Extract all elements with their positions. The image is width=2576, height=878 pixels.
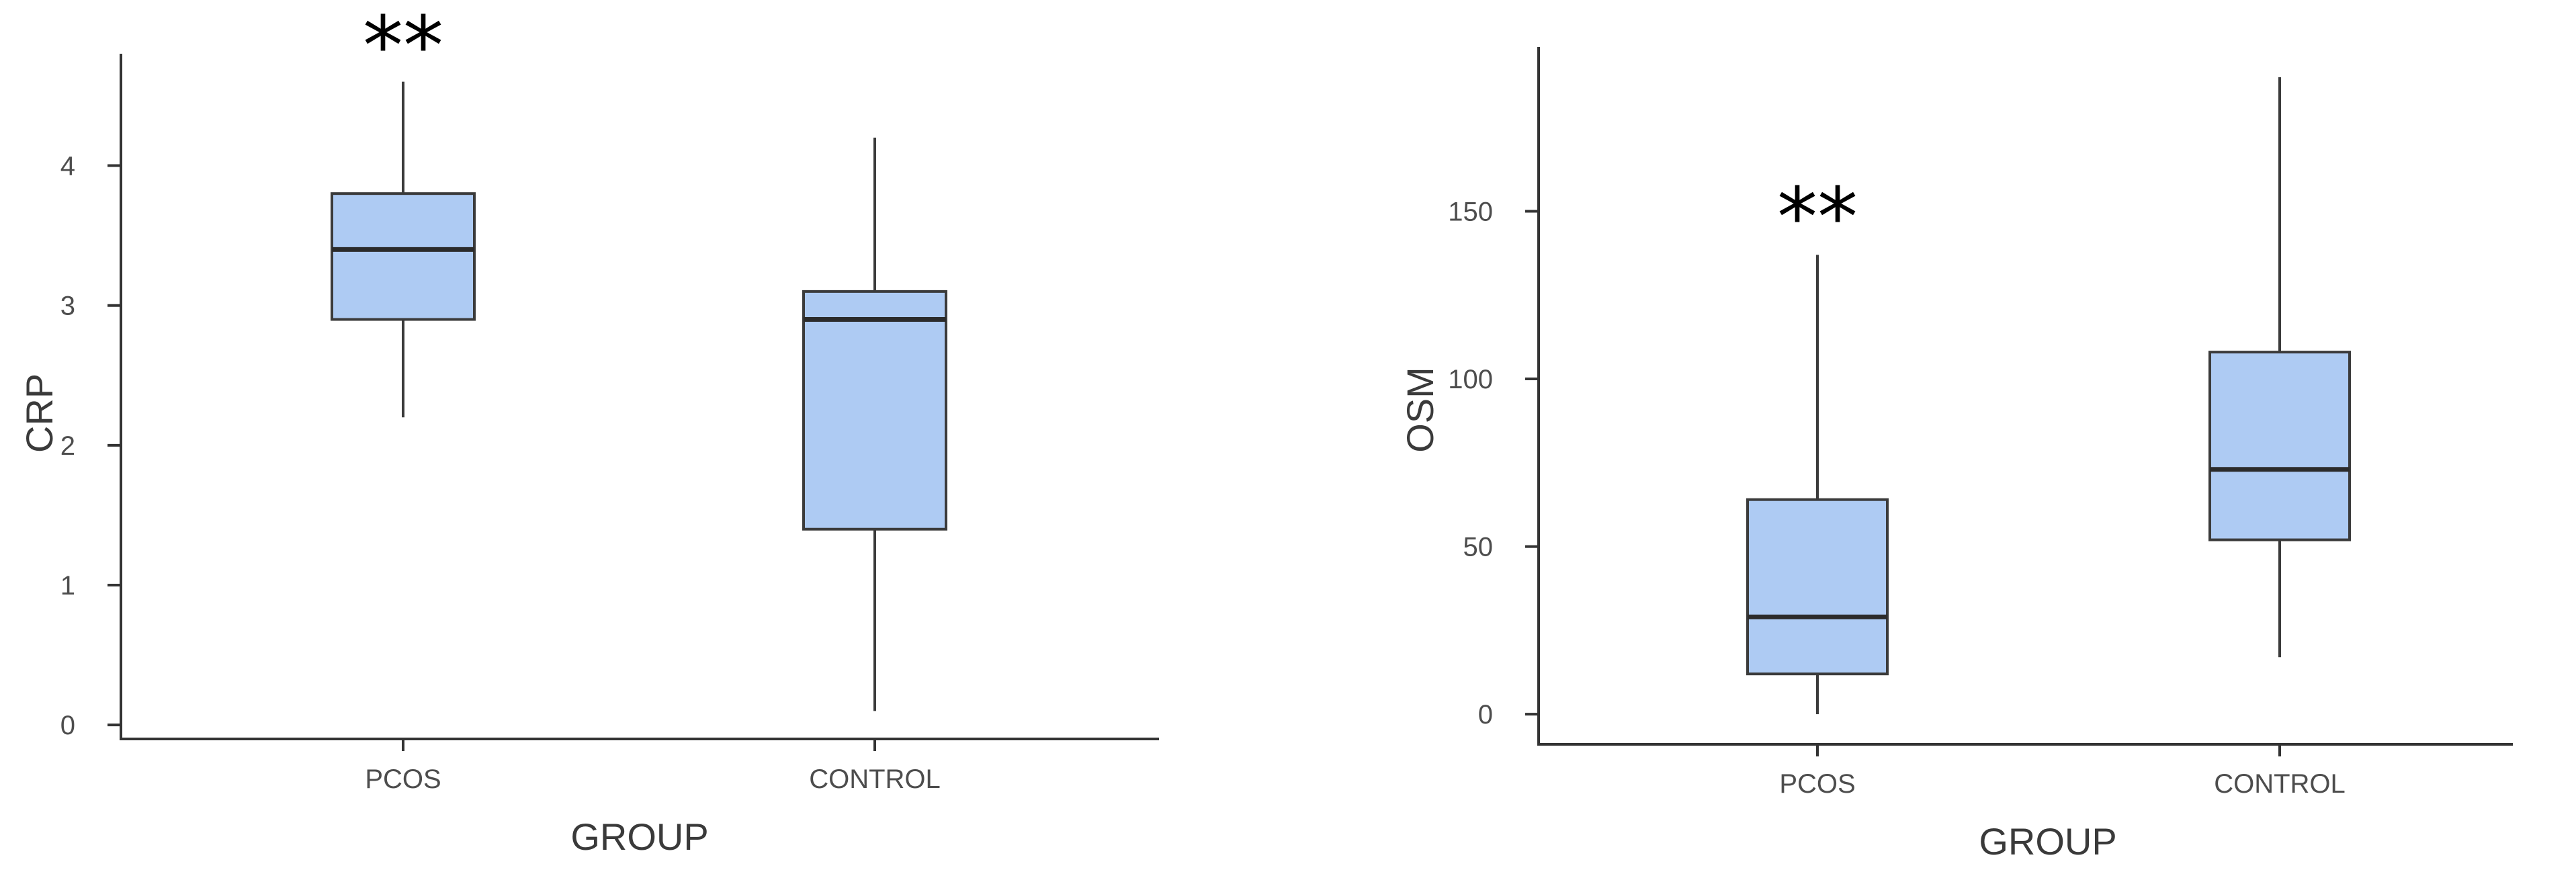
x-tick-label: CONTROL xyxy=(2214,769,2346,799)
x-tick-label: CONTROL xyxy=(809,764,941,794)
y-tick-label: 0 xyxy=(60,711,75,740)
iqr-box xyxy=(2208,351,2351,541)
box-pcos xyxy=(1746,255,1889,715)
iqr-box xyxy=(802,290,947,531)
y-tick-label: 4 xyxy=(60,152,75,181)
x-axis-title: GROUP xyxy=(1979,820,2116,863)
osm-boxplot-panel: 0 50 100 150 PCOS CONTROL GROUP OSM ** xyxy=(1399,47,2513,863)
crp-boxplot-panel: 0 1 2 3 4 PCOS CONTROL GROUP CRP ** xyxy=(18,0,1159,858)
iqr-box xyxy=(1746,498,1889,676)
iqr-box xyxy=(331,192,476,321)
y-axis-title: OSM xyxy=(1399,367,1441,453)
box-control xyxy=(802,137,947,711)
significance-marker: ** xyxy=(363,0,443,93)
y-tick-label: 150 xyxy=(1448,197,1493,227)
x-tick-label: PCOS xyxy=(365,764,441,794)
x-axis-title: GROUP xyxy=(570,816,708,858)
y-tick-label: 0 xyxy=(1478,700,1493,730)
y-tick-label: 50 xyxy=(1463,533,1494,562)
y-tick-label: 100 xyxy=(1448,365,1493,394)
y-axis-title: CRP xyxy=(18,374,60,453)
x-tick-label: PCOS xyxy=(1779,769,1855,799)
box-control xyxy=(2208,77,2351,658)
y-tick-label: 2 xyxy=(60,431,75,461)
significance-marker: ** xyxy=(1777,171,1858,265)
y-tick-label: 1 xyxy=(60,571,75,601)
y-tick-label: 3 xyxy=(60,292,75,321)
box-pcos xyxy=(331,81,476,418)
